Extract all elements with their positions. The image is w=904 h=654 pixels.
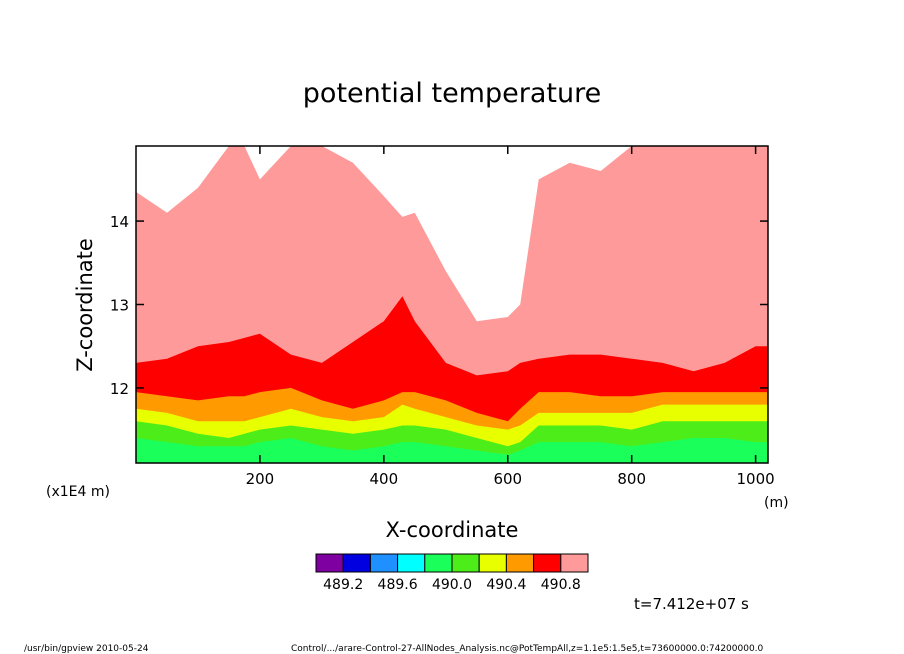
y-axis-label: Z-coordinate <box>73 238 97 372</box>
colorbar-swatch <box>424 553 453 573</box>
colorbar-swatch <box>451 553 480 573</box>
colorbar-label: 490.0 <box>432 577 472 593</box>
y-tick-label: 13 <box>110 297 129 315</box>
y-axis: 12 13 14 <box>110 213 768 398</box>
x-tick-label: 200 <box>246 470 275 488</box>
colorbar-swatch <box>505 553 535 573</box>
plot-area <box>135 145 769 464</box>
y-tick-label: 14 <box>110 213 129 231</box>
colorbar-swatch <box>560 553 589 573</box>
colorbar-swatch <box>397 553 426 573</box>
colorbar-label: 489.6 <box>378 577 418 593</box>
colorbar: 489.2 489.6 490.0 490.4 490.8 <box>315 553 589 593</box>
colorbar-swatch <box>533 553 562 573</box>
footer-left: /usr/bin/gpview 2010-05-24 <box>24 644 149 654</box>
colorbar-swatch <box>342 553 371 573</box>
contour-band-5 <box>136 438 768 463</box>
footer-right: Control/.../arare-Control-27-AllNodes_An… <box>291 644 764 654</box>
x-unit-label: (m) <box>764 495 789 511</box>
y-tick-label: 12 <box>110 380 129 398</box>
x-axis: 200 400 600 800 1000 <box>246 146 775 488</box>
colorbar-swatch <box>369 553 399 573</box>
colorbar-swatch <box>478 553 507 573</box>
x-tick-label: 800 <box>617 470 646 488</box>
x-tick-label: 1000 <box>737 470 775 488</box>
colorbar-label: 490.8 <box>541 577 581 593</box>
chart-title: potential temperature <box>303 78 601 109</box>
time-label: t=7.412e+07 s <box>634 595 749 613</box>
colorbar-label: 489.2 <box>323 577 363 593</box>
x-tick-label: 400 <box>370 470 399 488</box>
y-scale-note: (x1E4 m) <box>46 484 110 500</box>
x-tick-label: 600 <box>493 470 522 488</box>
colorbar-swatch <box>315 553 344 573</box>
x-axis-label: X-coordinate <box>386 518 519 542</box>
colorbar-label: 490.4 <box>486 577 526 593</box>
